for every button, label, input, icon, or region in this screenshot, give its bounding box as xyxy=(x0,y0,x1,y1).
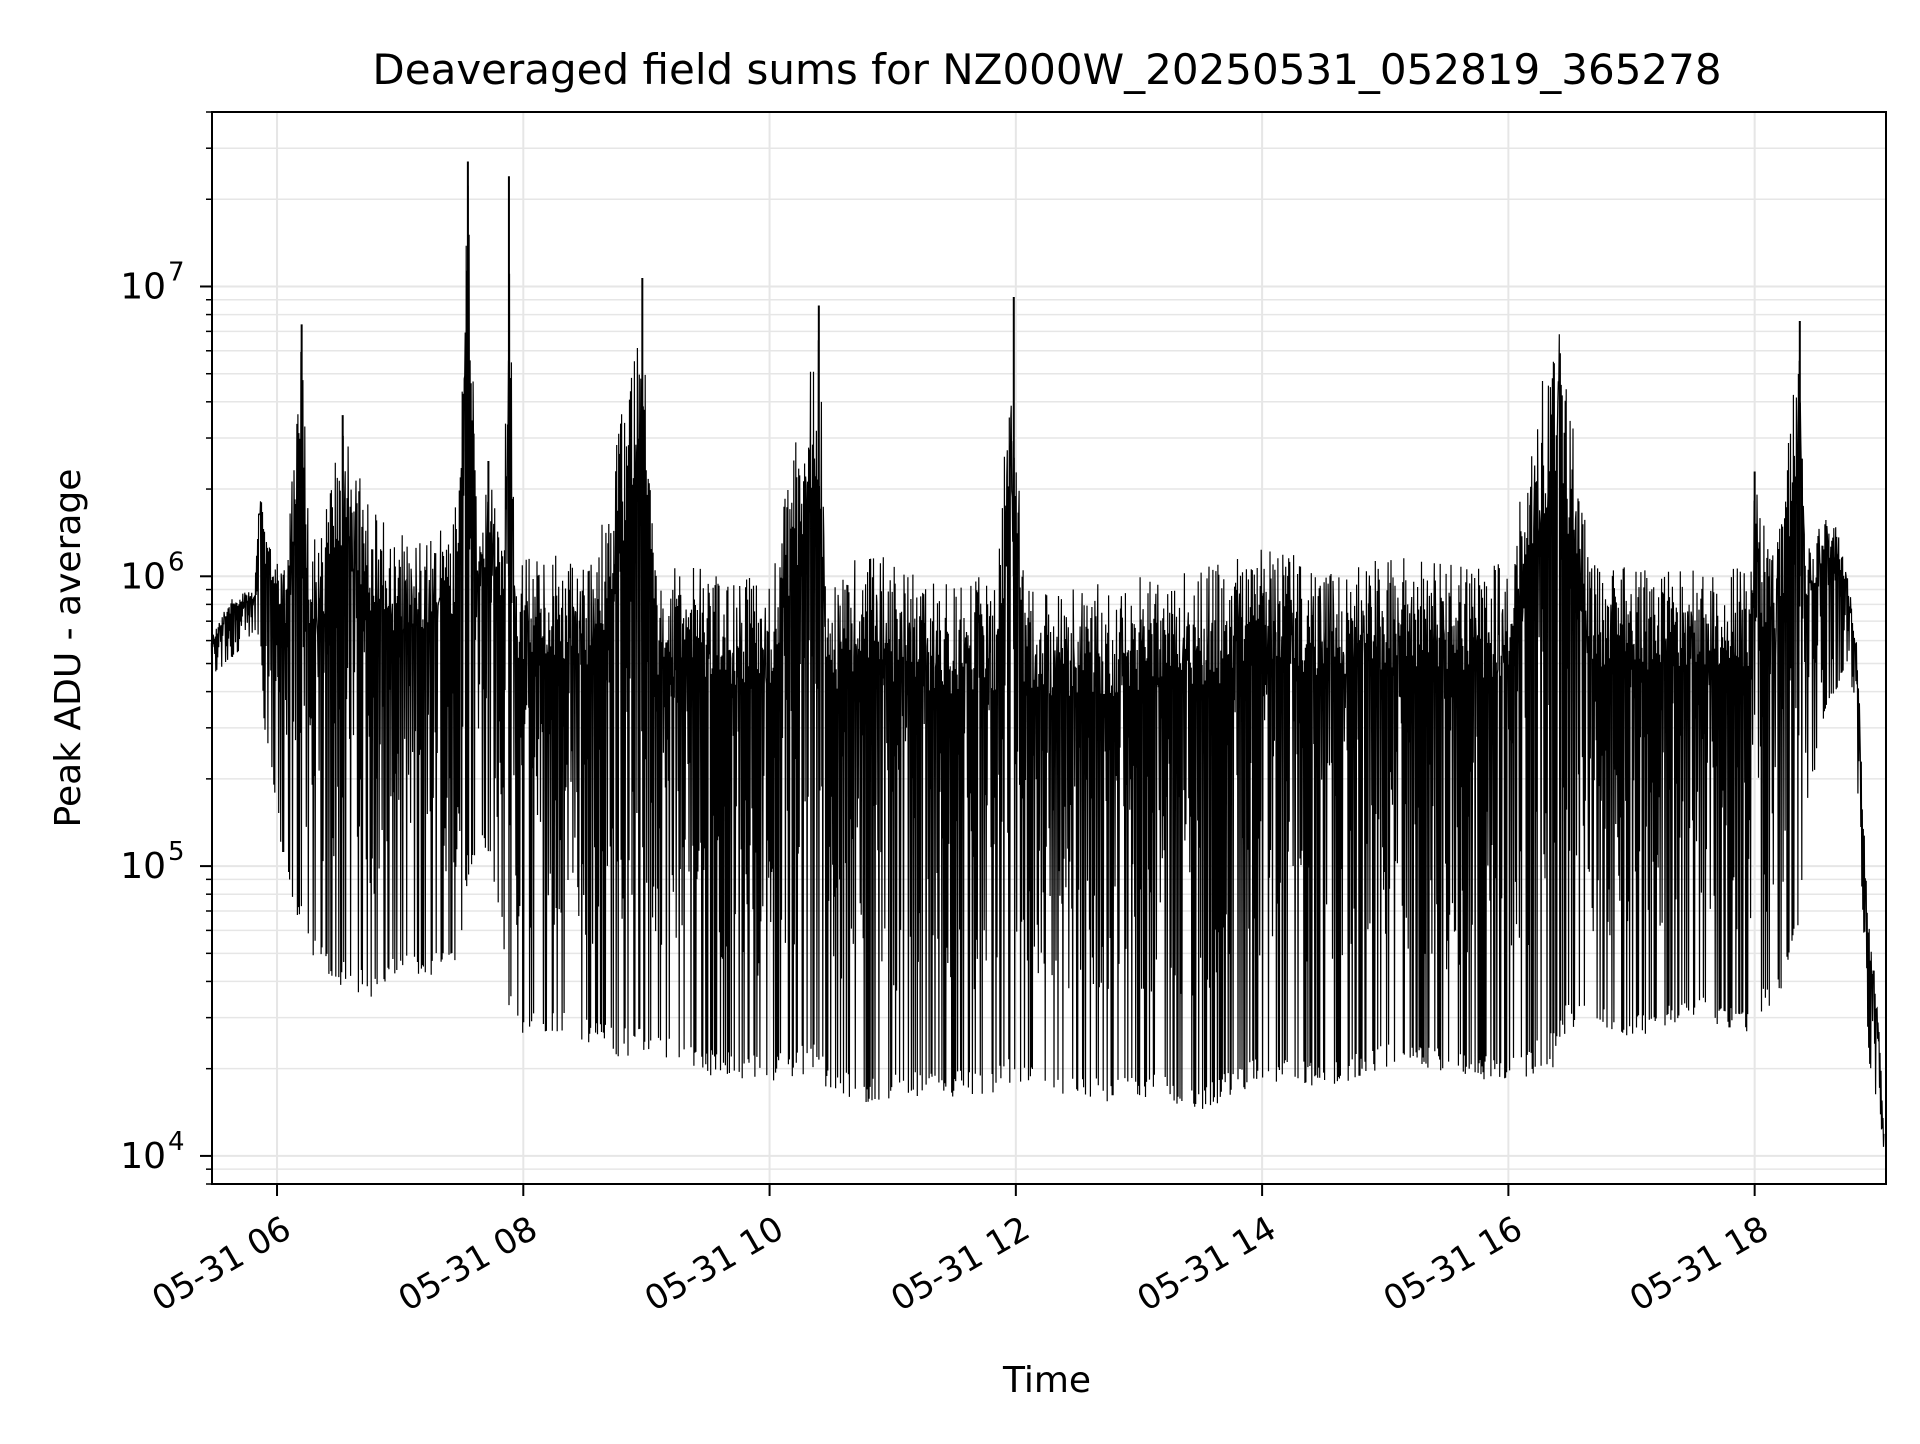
plot-series xyxy=(210,161,1885,1147)
chart-title: Deaveraged field sums for NZ000W_2025053… xyxy=(372,45,1721,94)
y-tick-exponent: 4 xyxy=(168,1127,185,1157)
axes-frame xyxy=(211,111,1887,1185)
y-tick-exponent: 6 xyxy=(168,547,185,577)
series-line xyxy=(210,185,1885,1147)
y-tick-base: 10 xyxy=(120,556,166,597)
y-tick-base: 10 xyxy=(120,266,166,307)
y-tick-exponent: 7 xyxy=(168,257,185,287)
y-tick-base: 10 xyxy=(120,1136,166,1177)
y-axis-label: Peak ADU - average xyxy=(48,469,89,828)
y-tick-exponent: 5 xyxy=(168,837,185,867)
y-tick-base: 10 xyxy=(120,846,166,887)
y-tick-label: 10 5 xyxy=(120,837,184,887)
y-tick-label: 10 4 xyxy=(120,1127,184,1177)
y-tick-label: 10 6 xyxy=(120,547,184,597)
y-tick-label: 10 7 xyxy=(120,257,184,307)
x-axis-label: Time xyxy=(1002,1360,1091,1401)
